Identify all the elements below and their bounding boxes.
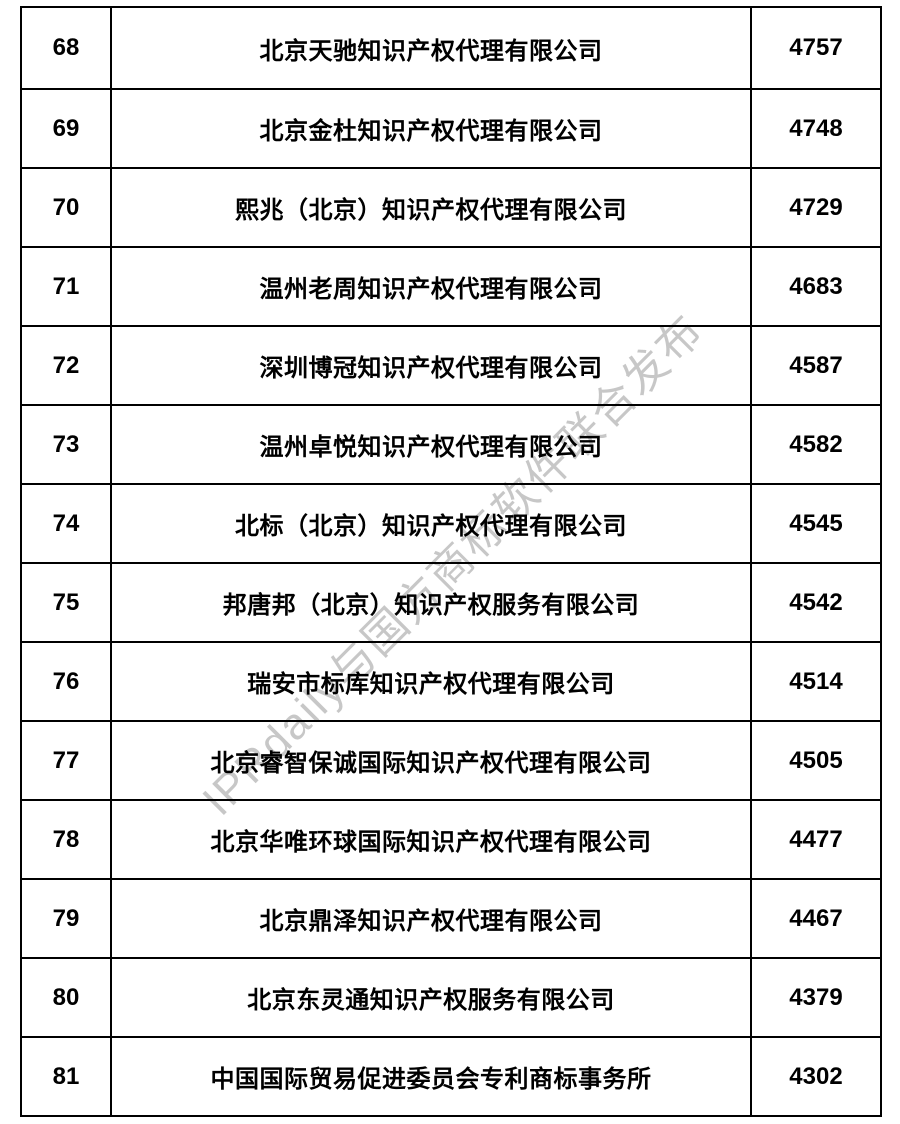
table-row: 68北京天驰知识产权代理有限公司4757	[21, 7, 881, 89]
count-cell: 4729	[751, 168, 881, 247]
count-cell: 4683	[751, 247, 881, 326]
count-cell: 4545	[751, 484, 881, 563]
company-name-cell: 北标（北京）知识产权代理有限公司	[111, 484, 751, 563]
count-cell: 4379	[751, 958, 881, 1037]
rank-cell: 71	[21, 247, 111, 326]
count-cell: 4302	[751, 1037, 881, 1116]
table-row: 74北标（北京）知识产权代理有限公司4545	[21, 484, 881, 563]
company-name-cell: 温州卓悦知识产权代理有限公司	[111, 405, 751, 484]
count-cell: 4505	[751, 721, 881, 800]
rank-cell: 72	[21, 326, 111, 405]
count-cell: 4467	[751, 879, 881, 958]
table-row: 70熙兆（北京）知识产权代理有限公司4729	[21, 168, 881, 247]
count-cell: 4582	[751, 405, 881, 484]
rank-cell: 77	[21, 721, 111, 800]
company-name-cell: 北京东灵通知识产权服务有限公司	[111, 958, 751, 1037]
rank-cell: 68	[21, 7, 111, 89]
company-name-cell: 温州老周知识产权代理有限公司	[111, 247, 751, 326]
count-cell: 4542	[751, 563, 881, 642]
count-cell: 4757	[751, 7, 881, 89]
count-cell: 4587	[751, 326, 881, 405]
ranking-table: 68北京天驰知识产权代理有限公司475769北京金杜知识产权代理有限公司4748…	[20, 6, 882, 1117]
table-row: 73温州卓悦知识产权代理有限公司4582	[21, 405, 881, 484]
table-row: 71温州老周知识产权代理有限公司4683	[21, 247, 881, 326]
rank-cell: 75	[21, 563, 111, 642]
table-row: 72深圳博冠知识产权代理有限公司4587	[21, 326, 881, 405]
table-row: 69北京金杜知识产权代理有限公司4748	[21, 89, 881, 168]
company-name-cell: 北京睿智保诚国际知识产权代理有限公司	[111, 721, 751, 800]
rank-cell: 78	[21, 800, 111, 879]
rank-cell: 76	[21, 642, 111, 721]
rank-cell: 79	[21, 879, 111, 958]
table-row: 78北京华唯环球国际知识产权代理有限公司4477	[21, 800, 881, 879]
rank-cell: 81	[21, 1037, 111, 1116]
company-name-cell: 中国国际贸易促进委员会专利商标事务所	[111, 1037, 751, 1116]
count-cell: 4748	[751, 89, 881, 168]
table-row: 75邦唐邦（北京）知识产权服务有限公司4542	[21, 563, 881, 642]
company-name-cell: 北京华唯环球国际知识产权代理有限公司	[111, 800, 751, 879]
table-row: 76瑞安市标库知识产权代理有限公司4514	[21, 642, 881, 721]
company-name-cell: 深圳博冠知识产权代理有限公司	[111, 326, 751, 405]
count-cell: 4477	[751, 800, 881, 879]
table-row: 77北京睿智保诚国际知识产权代理有限公司4505	[21, 721, 881, 800]
rank-cell: 70	[21, 168, 111, 247]
rank-cell: 74	[21, 484, 111, 563]
company-name-cell: 北京天驰知识产权代理有限公司	[111, 7, 751, 89]
table-row: 80北京东灵通知识产权服务有限公司4379	[21, 958, 881, 1037]
company-name-cell: 北京金杜知识产权代理有限公司	[111, 89, 751, 168]
company-name-cell: 熙兆（北京）知识产权代理有限公司	[111, 168, 751, 247]
table-row: 81中国国际贸易促进委员会专利商标事务所4302	[21, 1037, 881, 1116]
ranking-table-container: 68北京天驰知识产权代理有限公司475769北京金杜知识产权代理有限公司4748…	[20, 6, 880, 1117]
rank-cell: 69	[21, 89, 111, 168]
company-name-cell: 北京鼎泽知识产权代理有限公司	[111, 879, 751, 958]
company-name-cell: 瑞安市标库知识产权代理有限公司	[111, 642, 751, 721]
company-name-cell: 邦唐邦（北京）知识产权服务有限公司	[111, 563, 751, 642]
count-cell: 4514	[751, 642, 881, 721]
rank-cell: 73	[21, 405, 111, 484]
rank-cell: 80	[21, 958, 111, 1037]
table-row: 79北京鼎泽知识产权代理有限公司4467	[21, 879, 881, 958]
